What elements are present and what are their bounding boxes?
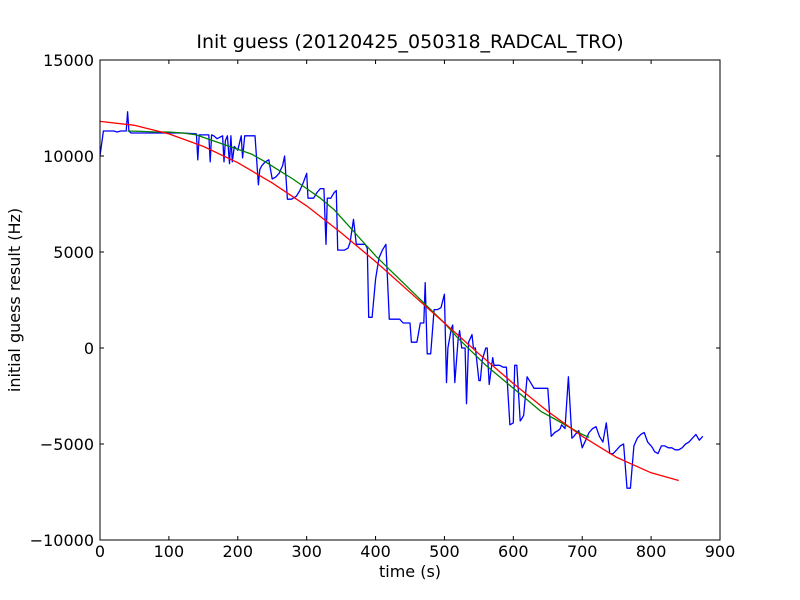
y-tick-label: 10000 (43, 147, 94, 166)
x-tick-label: 500 (429, 542, 460, 561)
y-tick-label: −5000 (40, 435, 94, 454)
x-tick-label: 700 (567, 542, 598, 561)
x-tick-label: 800 (636, 542, 667, 561)
x-tick-label: 100 (154, 542, 185, 561)
y-tick-label: 0 (84, 339, 94, 358)
x-tick-label: 300 (291, 542, 322, 561)
y-axis-label: initial guess result (Hz) (5, 208, 24, 392)
x-tick-label: 200 (223, 542, 254, 561)
x-axis-label: time (s) (379, 562, 441, 581)
plot-area (100, 111, 704, 489)
series-line-3 (100, 120, 679, 482)
chart-title: Init guess (20120425_050318_RADCAL_TRO) (196, 31, 623, 53)
y-tick-label: 15000 (43, 51, 94, 70)
x-tick-label: 400 (360, 542, 391, 561)
series-line-2 (127, 130, 590, 438)
axis-ticks: 0 100 200 300 400 500 600 700 800 900 −10000 −5000 0… (30, 51, 736, 561)
y-tick-label: 5000 (53, 243, 94, 262)
y-tick-label: −10000 (30, 531, 94, 550)
x-tick-label: 900 (705, 542, 736, 561)
x-tick-label: 0 (95, 542, 105, 561)
plot-frame (99, 59, 721, 541)
x-tick-label: 600 (498, 542, 529, 561)
